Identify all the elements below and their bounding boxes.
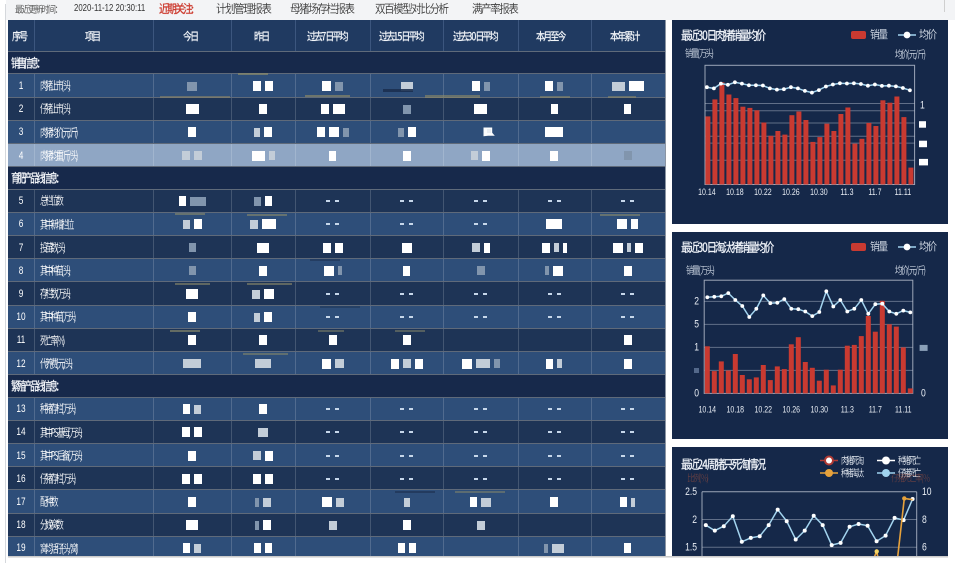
- svg-text:1: 1: [694, 342, 699, 354]
- svg-text:10.14: 10.14: [698, 187, 716, 197]
- svg-text:10.18: 10.18: [727, 405, 745, 415]
- svg-text:10.30: 10.30: [811, 405, 829, 415]
- svg-text:6: 6: [922, 542, 927, 554]
- svg-text:2.5: 2.5: [685, 486, 697, 498]
- svg-text:0: 0: [694, 388, 699, 400]
- svg-text:10.22: 10.22: [754, 187, 772, 197]
- svg-text:0: 0: [921, 388, 926, 400]
- svg-text:10.26: 10.26: [783, 405, 801, 415]
- svg-text:11.7: 11.7: [869, 405, 883, 415]
- svg-text:11.11: 11.11: [895, 405, 912, 415]
- svg-text:8: 8: [922, 514, 927, 526]
- svg-text:5: 5: [694, 319, 699, 331]
- svg-text:10: 10: [922, 486, 932, 498]
- svg-text:2: 2: [694, 296, 699, 308]
- svg-text:10.18: 10.18: [726, 187, 744, 197]
- svg-text:11.3: 11.3: [841, 405, 855, 415]
- svg-text:11.11: 11.11: [895, 187, 912, 197]
- svg-text:10.26: 10.26: [782, 187, 800, 197]
- svg-text:2: 2: [692, 514, 697, 526]
- svg-text:1.5: 1.5: [685, 542, 697, 554]
- svg-text:1: 1: [920, 100, 925, 112]
- svg-text:10.14: 10.14: [699, 405, 717, 415]
- svg-text:11.3: 11.3: [840, 187, 854, 197]
- svg-text:10.22: 10.22: [755, 405, 773, 415]
- svg-text:11.7: 11.7: [868, 187, 882, 197]
- svg-text:10.30: 10.30: [810, 187, 828, 197]
